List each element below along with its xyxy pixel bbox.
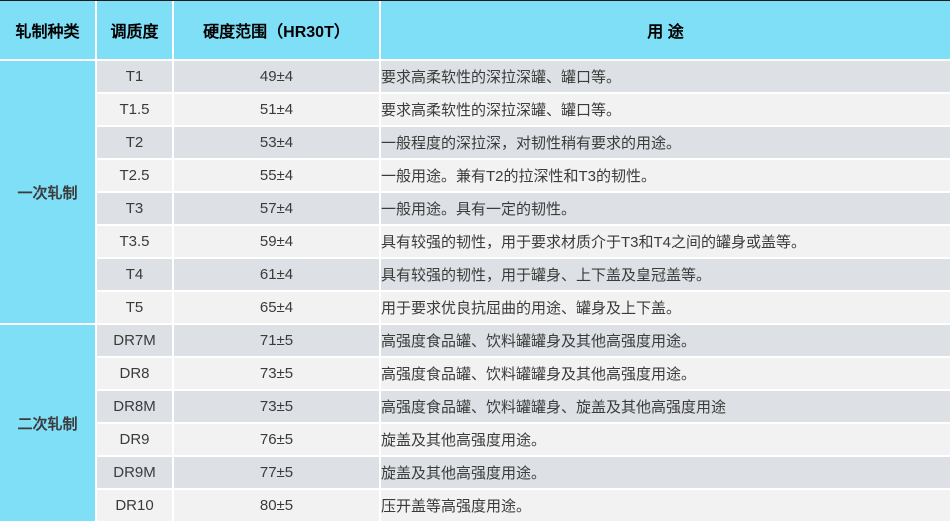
table-row: T2.5 55±4 一般用途。兼有T2的拉深性和T3的韧性。 xyxy=(0,160,950,191)
temper-grade-cell: T2 xyxy=(97,127,172,158)
usage-cell: 高强度食品罐、饮料罐罐身、旋盖及其他高强度用途 xyxy=(381,391,950,422)
header-temper-grade: 调质度 xyxy=(97,1,172,59)
table-row: DR10 80±5 压开盖等高强度用途。 xyxy=(0,490,950,521)
usage-cell: 用于要求优良抗屈曲的用途、罐身及上下盖。 xyxy=(381,292,950,323)
temper-grade-cell: T1 xyxy=(97,61,172,92)
header-row: 轧制种类 调质度 硬度范围（HR30T） 用 途 xyxy=(0,1,950,59)
hardness-cell: 55±4 xyxy=(174,160,379,191)
temper-grade-cell: T4 xyxy=(97,259,172,290)
temper-grade-cell: DR10 xyxy=(97,490,172,521)
temper-grade-cell: T2.5 xyxy=(97,160,172,191)
usage-cell: 具有较强的韧性，用于罐身、上下盖及皇冠盖等。 xyxy=(381,259,950,290)
table-row: DR9 76±5 旋盖及其他高强度用途。 xyxy=(0,424,950,455)
table-row: DR8 73±5 高强度食品罐、饮料罐罐身及其他高强度用途。 xyxy=(0,358,950,389)
header-usage: 用 途 xyxy=(381,1,950,59)
hardness-cell: 80±5 xyxy=(174,490,379,521)
hardness-cell: 77±5 xyxy=(174,457,379,488)
usage-cell: 具有较强的韧性，用于要求材质介于T3和T4之间的罐身或盖等。 xyxy=(381,226,950,257)
hardness-cell: 57±4 xyxy=(174,193,379,224)
usage-cell: 要求高柔软性的深拉深罐、罐口等。 xyxy=(381,94,950,125)
usage-cell: 压开盖等高强度用途。 xyxy=(381,490,950,521)
temper-grade-cell: DR9 xyxy=(97,424,172,455)
table-row: T5 65±4 用于要求优良抗屈曲的用途、罐身及上下盖。 xyxy=(0,292,950,323)
usage-cell: 一般用途。具有一定的韧性。 xyxy=(381,193,950,224)
temper-grade-cell: DR8 xyxy=(97,358,172,389)
rolling-type-cell: 一次轧制 xyxy=(0,61,95,323)
temper-grade-cell: DR9M xyxy=(97,457,172,488)
hardness-cell: 59±4 xyxy=(174,226,379,257)
table-row: DR9M 77±5 旋盖及其他高强度用途。 xyxy=(0,457,950,488)
usage-cell: 一般用途。兼有T2的拉深性和T3的韧性。 xyxy=(381,160,950,191)
hardness-cell: 53±4 xyxy=(174,127,379,158)
table-row: DR8M 73±5 高强度食品罐、饮料罐罐身、旋盖及其他高强度用途 xyxy=(0,391,950,422)
hardness-cell: 73±5 xyxy=(174,391,379,422)
temper-grade-cell: T3 xyxy=(97,193,172,224)
hardness-cell: 71±5 xyxy=(174,325,379,356)
hardness-cell: 76±5 xyxy=(174,424,379,455)
hardness-cell: 61±4 xyxy=(174,259,379,290)
temper-grade-cell: T5 xyxy=(97,292,172,323)
hardness-cell: 51±4 xyxy=(174,94,379,125)
usage-cell: 一般程度的深拉深，对韧性稍有要求的用途。 xyxy=(381,127,950,158)
usage-cell: 旋盖及其他高强度用途。 xyxy=(381,424,950,455)
hardness-cell: 65±4 xyxy=(174,292,379,323)
usage-cell: 高强度食品罐、饮料罐罐身及其他高强度用途。 xyxy=(381,358,950,389)
header-hardness-range: 硬度范围（HR30T） xyxy=(174,1,379,59)
hardness-cell: 49±4 xyxy=(174,61,379,92)
rolling-type-cell: 二次轧制 xyxy=(0,325,95,521)
temper-grade-cell: T1.5 xyxy=(97,94,172,125)
usage-cell: 要求高柔软性的深拉深罐、罐口等。 xyxy=(381,61,950,92)
table-body: 一次轧制 T1 49±4 要求高柔软性的深拉深罐、罐口等。 T1.5 51±4 要求高柔软性… xyxy=(0,61,950,521)
table-row: T2 53±4 一般程度的深拉深，对韧性稍有要求的用途。 xyxy=(0,127,950,158)
temper-grade-cell: T3.5 xyxy=(97,226,172,257)
table-row: 一次轧制 T1 49±4 要求高柔软性的深拉深罐、罐口等。 xyxy=(0,61,950,323)
table-row: 二次轧制 DR7M 71±5 高强度食品罐、饮料罐罐身及其他高强度用途。 xyxy=(0,325,950,521)
temper-grade-cell: DR7M xyxy=(97,325,172,356)
table-row: T4 61±4 具有较强的韧性，用于罐身、上下盖及皇冠盖等。 xyxy=(0,259,950,290)
table-row: T1.5 51±4 要求高柔软性的深拉深罐、罐口等。 xyxy=(0,94,950,125)
hardness-cell: 73±5 xyxy=(174,358,379,389)
table-row: T3 57±4 一般用途。具有一定的韧性。 xyxy=(0,193,950,224)
usage-cell: 高强度食品罐、饮料罐罐身及其他高强度用途。 xyxy=(381,325,950,356)
table-row: T3.5 59±4 具有较强的韧性，用于要求材质介于T3和T4之间的罐身或盖等。 xyxy=(0,226,950,257)
header-rolling-type: 轧制种类 xyxy=(0,1,95,59)
usage-cell: 旋盖及其他高强度用途。 xyxy=(381,457,950,488)
temper-grade-cell: DR8M xyxy=(97,391,172,422)
